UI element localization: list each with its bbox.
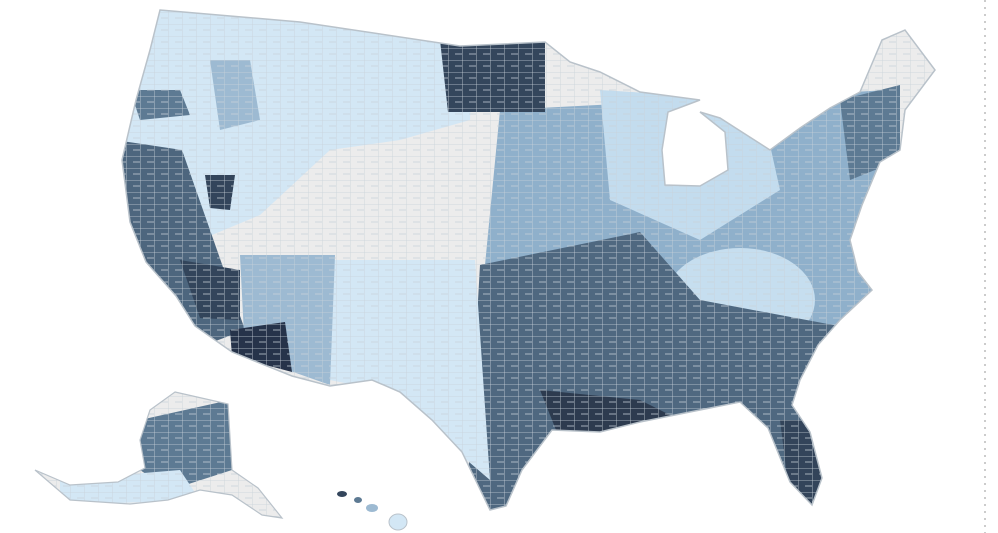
hi-island (337, 491, 347, 497)
hi-island (366, 504, 378, 512)
hi-island (354, 497, 362, 503)
hawaii (337, 491, 408, 531)
hi-island (388, 513, 408, 531)
